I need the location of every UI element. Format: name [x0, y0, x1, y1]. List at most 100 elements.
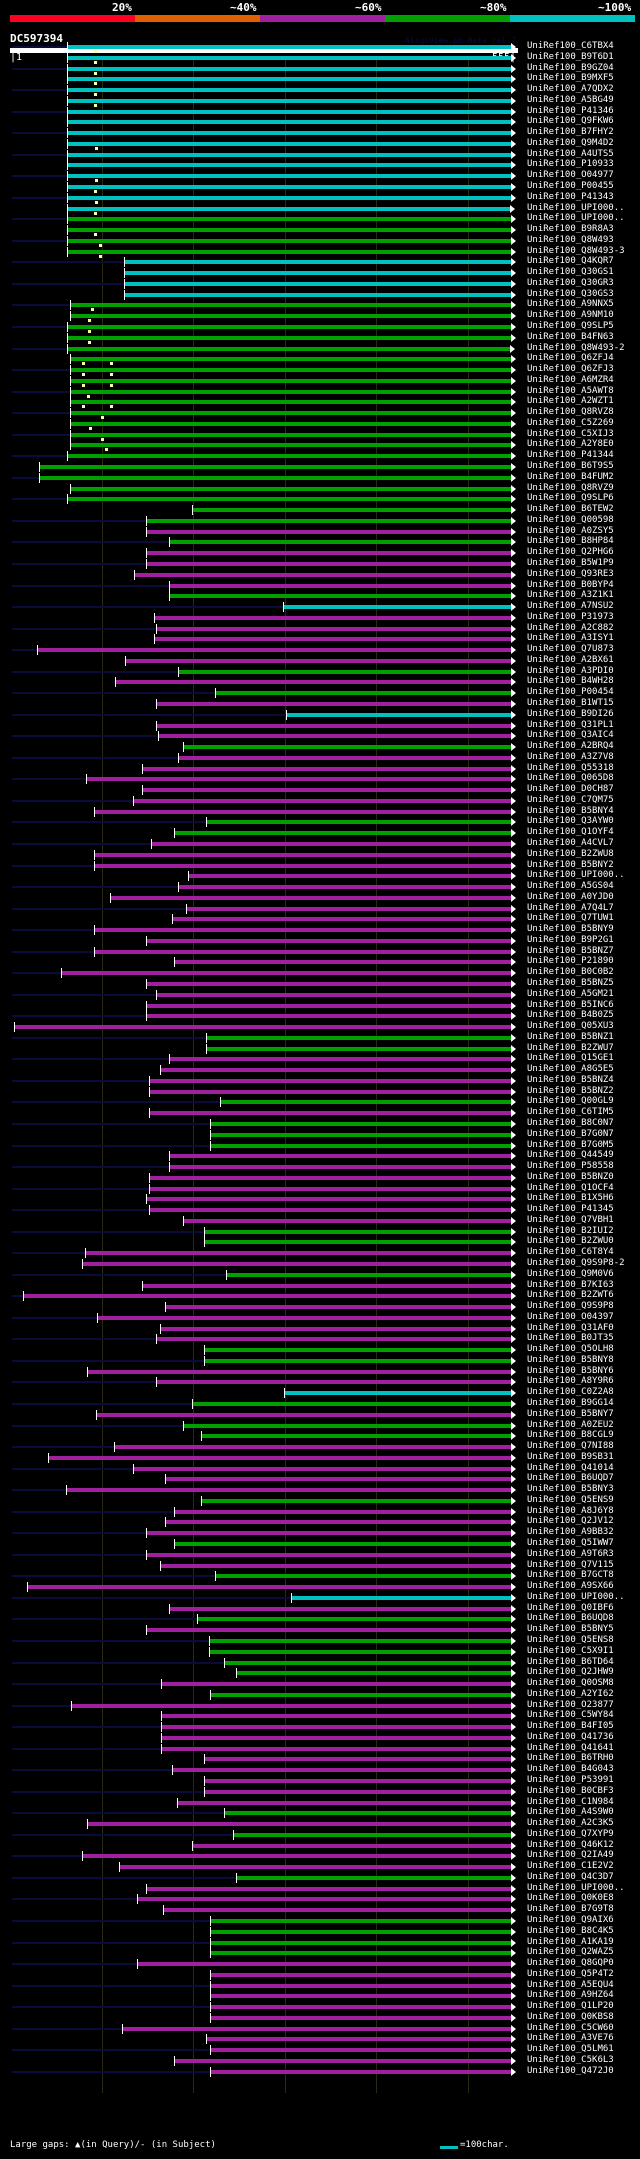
- hit-bar[interactable]: [162, 1735, 511, 1740]
- hit-row[interactable]: UniRef100_Q9S9P8: [0, 1301, 640, 1313]
- hit-label[interactable]: UniRef100_B4FUM2: [527, 471, 614, 482]
- hit-row[interactable]: UniRef100_A3Z1K1: [0, 590, 640, 602]
- hit-label[interactable]: UniRef100_Q1OYF4: [527, 827, 614, 838]
- hit-row[interactable]: UniRef100_P58558: [0, 1161, 640, 1173]
- hit-label[interactable]: UniRef100_B2ZWU7: [527, 1042, 614, 1053]
- hit-row[interactable]: UniRef100_Q8RVZ8: [0, 407, 640, 420]
- hit-label[interactable]: UniRef100_B4B0Z5: [527, 1010, 614, 1021]
- hit-bar[interactable]: [162, 1725, 511, 1730]
- hit-bar[interactable]: [97, 1315, 511, 1320]
- hit-row[interactable]: UniRef100_B5BNY7: [0, 1409, 640, 1420]
- hit-label[interactable]: UniRef100_A8G5E5: [527, 1064, 614, 1075]
- hit-row[interactable]: UniRef100_A4UTS5: [0, 149, 640, 160]
- hit-label[interactable]: UniRef100_A8J6Y8: [527, 1505, 614, 1516]
- hit-row[interactable]: UniRef100_C5K6L3: [0, 2055, 640, 2066]
- hit-bar[interactable]: [142, 1283, 511, 1288]
- hit-row[interactable]: UniRef100_Q31AF0: [0, 1323, 640, 1334]
- hit-label[interactable]: UniRef100_Q00598: [527, 514, 614, 525]
- hit-row[interactable]: UniRef100_A7Q4L7: [0, 903, 640, 914]
- hit-label[interactable]: UniRef100_B5BNY4: [527, 805, 614, 816]
- hit-bar[interactable]: [237, 1671, 511, 1676]
- hit-row[interactable]: UniRef100_Q8W493: [0, 235, 640, 247]
- hit-bar[interactable]: [284, 1391, 511, 1396]
- hit-bar[interactable]: [211, 1983, 511, 1988]
- hit-row[interactable]: UniRef100_B7G0M5: [0, 1140, 640, 1151]
- hit-bar[interactable]: [71, 443, 511, 448]
- hit-label[interactable]: UniRef100_C6TBX4: [527, 41, 614, 51]
- hit-bar[interactable]: [172, 917, 511, 922]
- hit-label[interactable]: UniRef100_Q9S9P8: [527, 1301, 614, 1312]
- hit-row[interactable]: UniRef100_B8CGL9: [0, 1430, 640, 1442]
- hit-label[interactable]: UniRef100_UPI000..: [527, 1882, 625, 1893]
- hit-bar[interactable]: [71, 421, 511, 426]
- hit-bar[interactable]: [67, 228, 511, 233]
- hit-row[interactable]: UniRef100_Q1OYF4: [0, 827, 640, 839]
- hit-row[interactable]: UniRef100_A5GS04: [0, 881, 640, 893]
- hit-bar[interactable]: [97, 1412, 511, 1417]
- hit-label[interactable]: UniRef100_A9NNX5: [527, 299, 614, 310]
- hit-bar[interactable]: [183, 1218, 511, 1223]
- hit-bar[interactable]: [205, 1757, 511, 1762]
- hit-bar[interactable]: [67, 174, 511, 179]
- hit-label[interactable]: UniRef100_Q31PL1: [527, 719, 614, 730]
- hit-row[interactable]: UniRef100_B4G043: [0, 1764, 640, 1776]
- hit-label[interactable]: UniRef100_A2BRQ4: [527, 741, 614, 752]
- hit-bar[interactable]: [170, 1154, 511, 1159]
- hit-row[interactable]: UniRef100_A3Z7V8: [0, 752, 640, 763]
- hit-bar[interactable]: [211, 1951, 511, 1956]
- hit-row[interactable]: UniRef100_Q30GS3: [0, 289, 640, 300]
- hit-label[interactable]: UniRef100_Q5LM61: [527, 2044, 614, 2055]
- hit-row[interactable]: UniRef100_B2ZWU7: [0, 1042, 640, 1054]
- hit-row[interactable]: UniRef100_B5BNZ2: [0, 1085, 640, 1097]
- hit-bar[interactable]: [161, 1068, 511, 1073]
- hit-label[interactable]: UniRef100_Q41641: [527, 1742, 614, 1753]
- hit-row[interactable]: UniRef100_Q8W493-3: [0, 246, 640, 258]
- hit-label[interactable]: UniRef100_Q0OSM8: [527, 1678, 614, 1689]
- hit-row[interactable]: UniRef100_B4FI05: [0, 1721, 640, 1733]
- hit-label[interactable]: UniRef100_B5BNY2: [527, 859, 614, 870]
- hit-label[interactable]: UniRef100_Q5ENS8: [527, 1634, 614, 1645]
- hit-row[interactable]: UniRef100_Q5OLH8: [0, 1344, 640, 1356]
- hit-row[interactable]: UniRef100_O04977: [0, 170, 640, 183]
- hit-label[interactable]: UniRef100_B1X5H6: [527, 1193, 614, 1204]
- hit-bar[interactable]: [67, 98, 511, 103]
- hit-row[interactable]: UniRef100_Q00598: [0, 514, 640, 526]
- hit-bar[interactable]: [165, 1305, 511, 1310]
- hit-label[interactable]: UniRef100_Q2IA49: [527, 1850, 614, 1861]
- hit-label[interactable]: UniRef100_A1KA19: [527, 1936, 614, 1947]
- hit-row[interactable]: UniRef100_Q4KQR7: [0, 256, 640, 268]
- hit-label[interactable]: UniRef100_C7QM75: [527, 794, 614, 805]
- hit-label[interactable]: UniRef100_Q5OLH8: [527, 1344, 614, 1355]
- hit-row[interactable]: UniRef100_A9T6R3: [0, 1549, 640, 1560]
- hit-bar[interactable]: [71, 400, 511, 405]
- hit-row[interactable]: UniRef100_O23877: [0, 1700, 640, 1711]
- hit-row[interactable]: UniRef100_B4FUM2: [0, 471, 640, 483]
- hit-bar[interactable]: [226, 1272, 511, 1277]
- hit-label[interactable]: UniRef100_Q41014: [527, 1462, 614, 1473]
- hit-label[interactable]: UniRef100_Q5IWW7: [527, 1538, 614, 1549]
- hit-row[interactable]: UniRef100_Q00GL9: [0, 1096, 640, 1108]
- hit-label[interactable]: UniRef100_D0CH87: [527, 784, 614, 795]
- hit-row[interactable]: UniRef100_B7G9T8: [0, 1904, 640, 1916]
- hit-row[interactable]: UniRef100_A3ISY1: [0, 633, 640, 645]
- hit-label[interactable]: UniRef100_Q0KBS8: [527, 2011, 614, 2022]
- hit-bar[interactable]: [211, 1692, 511, 1697]
- hit-row[interactable]: UniRef100_B0CBF3: [0, 1786, 640, 1797]
- hit-row[interactable]: UniRef100_B2ZWU8: [0, 849, 640, 860]
- hit-row[interactable]: UniRef100_B8C0N7: [0, 1118, 640, 1129]
- hit-label[interactable]: UniRef100_P00454: [527, 687, 614, 698]
- hit-label[interactable]: UniRef100_C6TIM5: [527, 1107, 614, 1118]
- hit-bar[interactable]: [170, 583, 511, 588]
- hit-label[interactable]: UniRef100_Q44549: [527, 1150, 614, 1161]
- hit-label[interactable]: UniRef100_B5BNZ2: [527, 1085, 614, 1096]
- hit-label[interactable]: UniRef100_B9GG14: [527, 1398, 614, 1409]
- hit-bar[interactable]: [67, 131, 511, 136]
- hit-label[interactable]: UniRef100_Q15GE1: [527, 1053, 614, 1064]
- hit-bar[interactable]: [138, 1962, 511, 1967]
- hit-label[interactable]: UniRef100_P58558: [527, 1161, 614, 1172]
- hit-row[interactable]: UniRef100_D0CH87: [0, 784, 640, 796]
- hit-bar[interactable]: [115, 1445, 511, 1450]
- hit-bar[interactable]: [71, 389, 511, 394]
- hit-label[interactable]: UniRef100_B8C4K5: [527, 1925, 614, 1936]
- hit-label[interactable]: UniRef100_Q9M0V6: [527, 1268, 614, 1279]
